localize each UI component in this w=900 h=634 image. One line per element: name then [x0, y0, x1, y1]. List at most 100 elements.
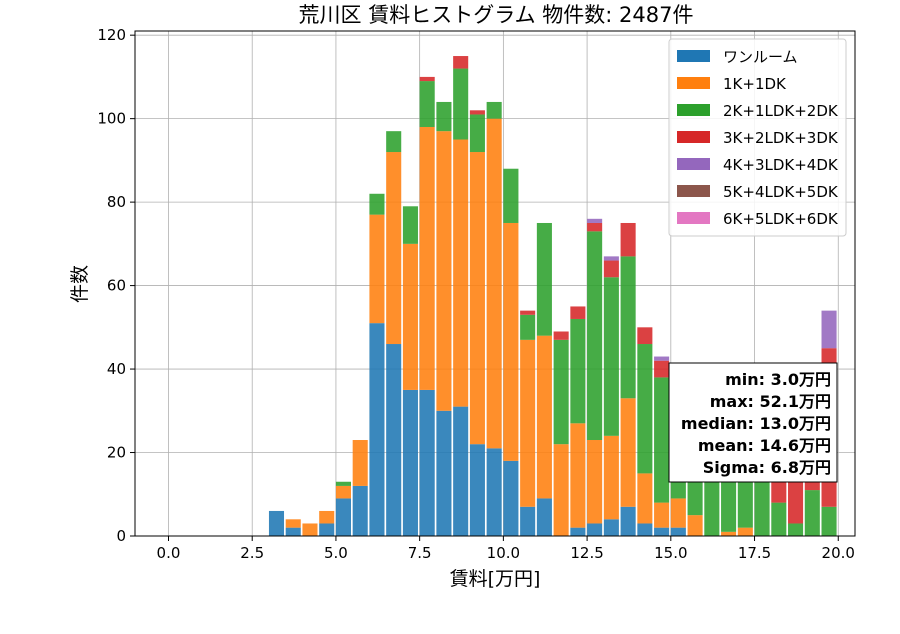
- bar-segment: [453, 139, 469, 407]
- x-tick-label: 20.0: [822, 544, 855, 562]
- bar-segment: [285, 527, 301, 536]
- plot-frame: [134, 30, 856, 537]
- bar-segment: [553, 339, 569, 445]
- bar-segment: [620, 222, 636, 257]
- bar-segment: [469, 444, 485, 536]
- x-axis-label: 賃料[万円]: [450, 568, 541, 590]
- legend-swatch: [677, 50, 710, 62]
- bar-segment: [486, 448, 502, 536]
- bar-segment: [419, 81, 435, 127]
- legend-swatch: [677, 185, 710, 197]
- bar-segment: [721, 531, 737, 536]
- x-tick-label: 5.0: [324, 544, 348, 562]
- bar-segment: [587, 523, 603, 536]
- bar-segment: [469, 110, 485, 115]
- bar-segment: [419, 76, 435, 82]
- bar-segment: [369, 214, 385, 324]
- legend-label: 6K+5LDK+6DK: [723, 210, 839, 228]
- bar-segment: [503, 460, 519, 536]
- bar-segment: [436, 410, 452, 536]
- bar-segment: [285, 519, 301, 528]
- bar-segment: [469, 152, 485, 445]
- bar-segment: [335, 485, 351, 499]
- x-tick-label: 15.0: [654, 544, 687, 562]
- bar-segment: [821, 310, 837, 349]
- legend-label: 2K+1LDK+2DK: [723, 102, 839, 120]
- bar-segment: [570, 527, 586, 536]
- bar-segment: [302, 523, 318, 536]
- bar-segment: [536, 335, 552, 499]
- bar-segment: [587, 231, 603, 441]
- bar-segment: [570, 318, 586, 424]
- bar-segment: [268, 510, 285, 536]
- bar-segment: [486, 101, 502, 119]
- bar-segment: [687, 515, 703, 536]
- bar-segment: [804, 490, 820, 536]
- stats-line: mean: 14.6万円: [698, 436, 831, 455]
- bar-segment: [620, 506, 636, 536]
- bar-segment: [637, 344, 653, 474]
- bar-segment: [453, 68, 469, 140]
- legend-label: 1K+1DK: [723, 75, 787, 93]
- bar-segment: [319, 510, 335, 524]
- stats-line: median: 13.0万円: [681, 414, 831, 433]
- x-axis-ticks: 0.0 2.5 5.0 7.5 10.0 12.5 15.0 17.5 20.0: [157, 536, 855, 562]
- y-tick-label: 20: [107, 444, 126, 462]
- bar-segment: [436, 101, 452, 132]
- y-axis-label: 件数: [69, 265, 91, 303]
- bar-segment: [654, 377, 670, 503]
- bar-segment: [821, 506, 837, 536]
- bar-segment: [419, 126, 435, 390]
- bar-segment: [788, 523, 804, 536]
- bar-segment: [771, 477, 787, 503]
- legend-label: 4K+3LDK+4DK: [723, 156, 839, 174]
- bar-segment: [402, 206, 418, 244]
- stats-line: max: 52.1万円: [710, 392, 831, 411]
- bar-segment: [520, 310, 536, 315]
- bar-segment: [670, 498, 686, 528]
- bar-segment: [520, 339, 536, 507]
- bar-segment: [536, 498, 552, 536]
- stats-box-frame: [668, 362, 838, 483]
- legend-swatch: [677, 158, 710, 170]
- legend-label: 3K+2LDK+3DK: [723, 129, 839, 147]
- bar-segment: [335, 498, 351, 536]
- bar-segment: [369, 193, 385, 215]
- legend-label: 5K+4LDK+5DK: [723, 183, 839, 201]
- bar-segment: [436, 131, 452, 411]
- bar-segment: [603, 256, 619, 261]
- bar-segment: [637, 523, 653, 536]
- bar-segment: [402, 389, 418, 536]
- bar-segment: [637, 327, 653, 345]
- bar-segment: [620, 398, 636, 507]
- bar-segment: [587, 222, 603, 232]
- legend-swatch: [677, 104, 710, 116]
- bar-segment: [402, 243, 418, 390]
- bar-segment: [520, 506, 536, 536]
- bar-segment: [386, 131, 402, 153]
- bar-segment: [654, 527, 670, 536]
- legend-label: ワンルーム: [723, 48, 798, 66]
- bar-segment: [486, 118, 502, 449]
- bar-segment: [654, 360, 670, 378]
- bar-segment: [654, 502, 670, 528]
- bar-segment: [620, 256, 636, 399]
- legend-swatch: [677, 77, 710, 89]
- y-axis-ticks: 0 20 40 60 80 100 120: [97, 26, 135, 545]
- bar-segment: [788, 481, 804, 524]
- bar-segment: [335, 481, 351, 486]
- x-tick-label: 0.0: [157, 544, 181, 562]
- bar-segment: [637, 473, 653, 524]
- x-tick-label: 10.0: [487, 544, 520, 562]
- stats-box: min: 3.0万円 max: 52.1万円 median: 13.0万円 mean:…: [668, 362, 838, 483]
- bar-segment: [536, 222, 552, 336]
- bar-segment: [654, 356, 670, 361]
- legend: ワンルーム 1K+1DK 2K+1LDK+2DK 3K+2LDK+3DK 4K+3LDK…: [668, 38, 847, 237]
- stats-line: Sigma: 6.8万円: [703, 458, 831, 477]
- bar-segment: [603, 519, 619, 536]
- bar-segment: [386, 152, 402, 345]
- bar-segment: [453, 56, 469, 69]
- bar-segment: [386, 344, 402, 536]
- legend-swatch: [677, 131, 710, 143]
